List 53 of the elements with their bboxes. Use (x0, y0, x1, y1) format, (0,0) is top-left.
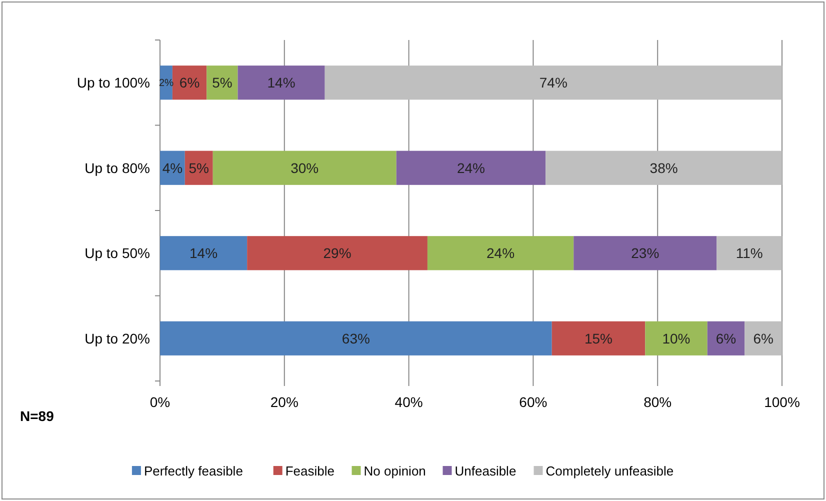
data-label: 14% (267, 74, 296, 91)
x-tick-label: 60% (519, 394, 548, 410)
data-label: 5% (188, 160, 209, 176)
bar (247, 236, 428, 270)
bar (552, 321, 646, 356)
bar (238, 66, 325, 100)
y-tick-label: Up to 100% (76, 74, 150, 91)
bar (160, 236, 248, 270)
y-tick-label: Up to 80% (84, 160, 150, 176)
data-label: 6% (753, 330, 774, 346)
legend-label: Perfectly feasible (144, 464, 243, 479)
legend-label: No opinion (364, 464, 426, 479)
x-tick-label: 100% (764, 394, 800, 410)
text: N=89 (20, 408, 54, 424)
data-label: 4% (162, 160, 183, 176)
data-label: 5% (212, 74, 232, 91)
bar (645, 321, 708, 356)
x-tick-label: 40% (394, 394, 423, 410)
bar (396, 150, 546, 185)
y-tick-label: Up to 50% (84, 245, 150, 262)
data-label: 6% (716, 330, 736, 346)
data-label: 29% (323, 245, 352, 262)
bar (427, 236, 574, 270)
data-label: 23% (631, 245, 660, 262)
data-label: 6% (179, 74, 200, 91)
bar (744, 321, 782, 356)
bar (574, 236, 717, 270)
bar (212, 150, 396, 185)
x-tick-label: 0% (150, 394, 170, 410)
data-label: 14% (190, 245, 218, 262)
data-label: 11% (736, 245, 763, 262)
bar (206, 66, 238, 100)
data-label: 10% (662, 330, 690, 346)
bar (546, 150, 782, 185)
bar (172, 66, 207, 100)
x-tick-label: 20% (270, 394, 298, 410)
data-label: 15% (584, 330, 613, 346)
bar (160, 321, 552, 356)
bar (716, 236, 782, 270)
x-tick-label: 80% (644, 394, 672, 410)
data-label: 38% (650, 160, 678, 176)
data-label: 63% (342, 330, 370, 346)
data-label: 30% (290, 160, 319, 176)
y-tick-label: Up to 20% (84, 330, 150, 346)
legend-label: Feasible (285, 464, 334, 479)
data-label: 24% (456, 160, 486, 176)
bar (707, 321, 745, 356)
legend-label: Unfeasible (454, 464, 516, 479)
legend-label: Completely unfeasible (546, 464, 674, 479)
bar (184, 150, 213, 185)
data-label: 24% (486, 245, 515, 262)
data-label: 74% (539, 74, 568, 91)
bar (324, 66, 782, 100)
